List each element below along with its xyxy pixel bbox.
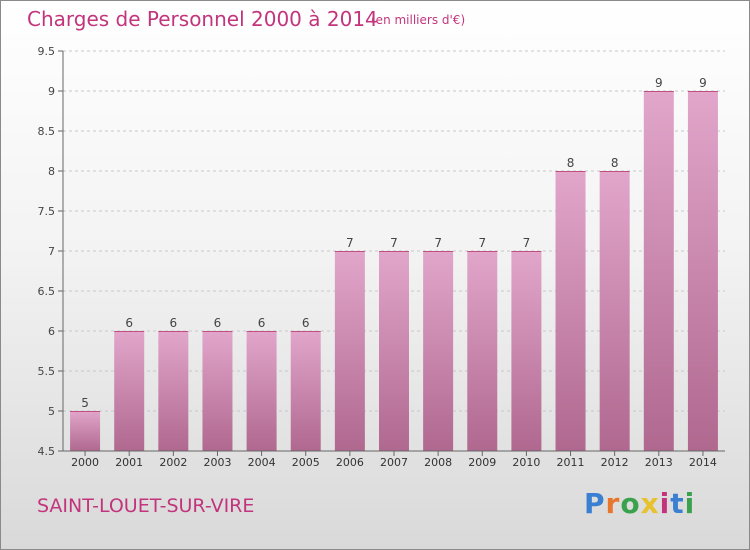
bar [70, 411, 101, 451]
x-tick-label: 2002 [159, 456, 187, 469]
x-tick-label: 2001 [115, 456, 143, 469]
x-tick-label: 2009 [468, 456, 496, 469]
logo-letter: t [670, 487, 685, 520]
bar [423, 251, 454, 451]
bar [114, 331, 145, 451]
y-tick-label: 9.5 [38, 45, 56, 58]
logo-letter: i [659, 487, 671, 520]
data-label: 8 [567, 156, 575, 170]
x-tick-label: 2011 [557, 456, 585, 469]
data-label: 6 [125, 316, 133, 330]
data-label: 6 [214, 316, 222, 330]
data-label: 7 [478, 236, 486, 250]
logo-letter: o [620, 487, 641, 520]
y-tick-label: 6 [48, 325, 55, 338]
y-tick-label: 7 [48, 245, 55, 258]
y-tick-label: 6.5 [38, 285, 56, 298]
data-label: 7 [390, 236, 398, 250]
commune-name: SAINT-LOUET-SUR-VIRE [37, 495, 255, 517]
x-tick-label: 2005 [292, 456, 320, 469]
bar [379, 251, 409, 451]
x-tick-label: 2013 [645, 456, 673, 469]
y-tick-label: 5.5 [38, 365, 56, 378]
bar [599, 171, 630, 451]
data-label: 9 [699, 76, 707, 90]
x-tick-label: 2006 [336, 456, 364, 469]
data-label: 5 [81, 396, 89, 410]
bar [290, 331, 321, 451]
logo-letter: x [640, 487, 660, 520]
logo-letter: r [605, 487, 621, 520]
x-tick-label: 2012 [601, 456, 629, 469]
bar [202, 331, 233, 451]
y-tick-label: 7.5 [38, 205, 56, 218]
chart-subtitle: (en milliers d'€) [371, 13, 466, 27]
data-label: 6 [170, 316, 178, 330]
bar [467, 251, 498, 451]
data-label: 8 [611, 156, 619, 170]
data-label: 7 [434, 236, 442, 250]
x-tick-label: 2014 [689, 456, 717, 469]
x-tick-label: 2000 [71, 456, 99, 469]
bar [246, 331, 277, 451]
bar [555, 171, 586, 451]
data-label: 9 [655, 76, 663, 90]
proxiti-logo: Proxiti [584, 487, 695, 520]
bar [511, 251, 542, 451]
logo-letter: i [684, 487, 696, 520]
y-tick-label: 4.5 [38, 445, 56, 458]
y-tick-label: 9 [48, 85, 55, 98]
bar [687, 91, 718, 451]
data-label: 7 [346, 236, 354, 250]
x-tick-label: 2010 [512, 456, 540, 469]
x-tick-label: 2003 [203, 456, 231, 469]
x-tick-label: 2007 [380, 456, 408, 469]
bar [643, 91, 674, 451]
bar [158, 331, 189, 451]
data-label: 6 [302, 316, 310, 330]
y-tick-label: 8 [48, 165, 55, 178]
chart-title: Charges de Personnel 2000 à 2014 [27, 7, 378, 31]
x-tick-label: 2008 [424, 456, 452, 469]
bar [334, 251, 365, 451]
y-tick-label: 5 [48, 405, 55, 418]
data-label: 7 [523, 236, 531, 250]
data-label: 6 [258, 316, 266, 330]
x-tick-label: 2004 [248, 456, 276, 469]
y-tick-label: 8.5 [38, 125, 56, 138]
logo-letter: P [584, 487, 606, 520]
